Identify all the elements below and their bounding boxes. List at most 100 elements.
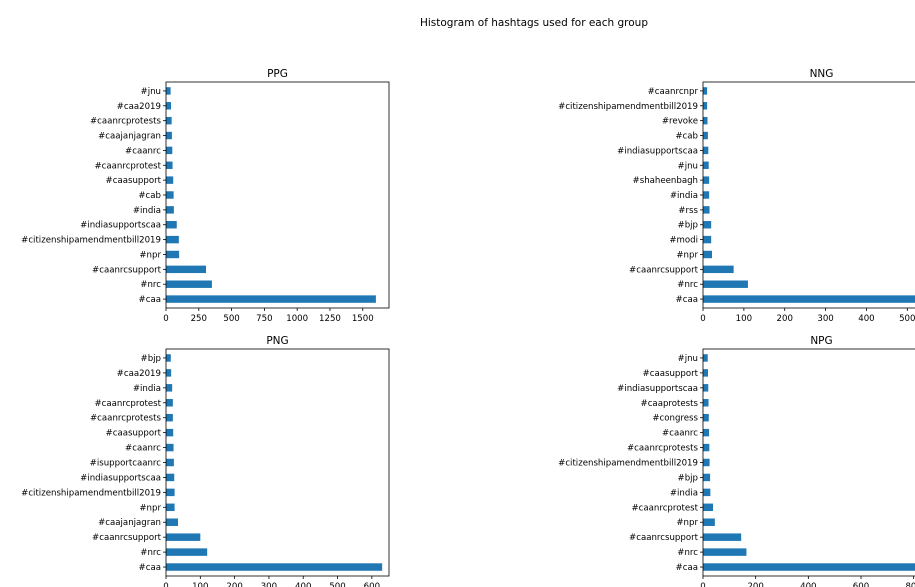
y-tick-label: #caajanjagran <box>98 132 161 142</box>
bar <box>703 399 709 407</box>
bar <box>703 235 712 244</box>
bar <box>166 250 180 259</box>
bar <box>703 87 708 95</box>
x-tick-label: 1500 <box>352 314 374 324</box>
bar <box>166 369 172 377</box>
x-tick-label: 0 <box>700 314 705 324</box>
figure-suptitle: Histogram of hashtags used for each grou… <box>420 17 648 29</box>
x-tick-label: 1000 <box>286 314 308 324</box>
y-tick-label: #india <box>133 384 161 394</box>
x-tick-label: 250 <box>191 314 207 324</box>
subplot-title: PPG <box>267 68 288 80</box>
bar <box>703 533 742 541</box>
bar <box>166 116 172 125</box>
y-tick-label: #citizenshipamendmentbill2019 <box>558 102 698 112</box>
bar <box>166 399 173 407</box>
bar <box>703 369 709 377</box>
subplot-png: PNG #caa #nrc #caanrcsupport #caajanjagran #n… <box>21 335 390 587</box>
subplot-npg: NPG #caa #nrc #caanrcsupport #npr #caanrcprot… <box>558 335 915 587</box>
bar <box>703 295 915 303</box>
x-tick-label: 500 <box>223 314 239 324</box>
subplot-nng: NNG #caa #nrc #caanrcsupport #npr #modi #bjp #r… <box>558 68 915 324</box>
x-tick-label: 0 <box>163 582 168 587</box>
x-tick-label: 200 <box>777 314 793 324</box>
bar <box>166 87 171 95</box>
x-tick-label: 1250 <box>319 314 341 324</box>
y-tick-label: #caa <box>139 295 161 305</box>
bar <box>703 146 709 155</box>
y-tick-label: #cab <box>138 191 161 201</box>
y-tick-label: #caajanjagran <box>98 518 161 528</box>
subplots: PPG #caa #nrc #caanrcsupport #npr #citizenshi… <box>21 68 915 587</box>
x-tick-label: 750 <box>256 314 272 324</box>
x-tick-label: 500 <box>329 582 345 587</box>
bar <box>703 102 708 110</box>
y-tick-label: #caa <box>676 563 698 573</box>
bar <box>166 102 171 110</box>
bar <box>166 221 177 229</box>
x-tick-label: 200 <box>226 582 242 587</box>
y-tick-label: #caasupport <box>106 176 162 186</box>
y-tick-label: #nrc <box>677 280 698 290</box>
y-tick-label: #nrc <box>677 548 698 558</box>
bar <box>166 206 174 214</box>
y-tick-label: #caanrcsupport <box>92 533 162 543</box>
bar <box>166 413 173 422</box>
bar <box>703 161 709 169</box>
bar <box>703 488 711 497</box>
y-tick-label: #caasupport <box>643 369 699 379</box>
x-tick-label: 300 <box>817 314 833 324</box>
bar <box>703 443 710 452</box>
bar <box>703 116 708 125</box>
bar <box>166 295 376 303</box>
y-tick-label: #caanrc <box>125 444 161 454</box>
y-tick-label: #bjp <box>678 473 699 483</box>
bar <box>166 443 174 452</box>
bar <box>166 131 172 140</box>
y-tick-label: #caanrc <box>662 429 698 439</box>
y-tick-label: #caaprotests <box>641 399 699 409</box>
bar <box>166 473 175 482</box>
axes-frame <box>165 81 390 309</box>
bar <box>703 221 712 229</box>
x-tick-label: 100 <box>192 582 208 587</box>
bar <box>166 428 174 437</box>
bar <box>703 250 712 259</box>
bar <box>703 518 715 526</box>
bar <box>166 488 175 497</box>
y-tick-label: #indiasupportscaa <box>80 473 161 483</box>
axes-frame <box>165 348 390 577</box>
bar <box>703 473 711 482</box>
bar <box>703 176 710 184</box>
x-tick-label: 0 <box>163 314 168 324</box>
y-tick-label: #caanrcprotests <box>90 117 162 127</box>
y-tick-label: #rss <box>678 206 698 216</box>
y-tick-label: #shaheenbagh <box>633 176 698 186</box>
x-tick-label: 400 <box>858 314 874 324</box>
y-tick-label: #caa <box>676 295 698 305</box>
y-tick-label: #indiasupportscaa <box>617 146 698 156</box>
bar <box>703 428 710 437</box>
y-tick-label: #jnu <box>141 87 161 97</box>
bar <box>703 458 710 467</box>
y-tick-label: #congress <box>652 414 698 424</box>
y-tick-label: #citizenshipamendmentbill2019 <box>21 236 161 246</box>
y-tick-label: #caanrcsupport <box>92 265 162 275</box>
bar <box>166 503 175 512</box>
x-tick-label: 800 <box>905 582 915 587</box>
bar <box>703 265 734 274</box>
y-tick-label: #isupportcaanrc <box>90 459 162 469</box>
y-tick-label: #nrc <box>140 548 161 558</box>
bar <box>703 563 915 571</box>
y-tick-label: #npr <box>676 250 698 260</box>
bar <box>166 548 208 556</box>
axes-frame <box>702 81 915 309</box>
bar <box>166 533 201 541</box>
subplot-title: NPG <box>810 335 832 347</box>
y-tick-label: #caanrcnpr <box>648 87 699 97</box>
y-tick-label: #jnu <box>678 354 698 364</box>
axes-frame <box>702 348 915 577</box>
y-tick-label: #caasupport <box>106 429 162 439</box>
y-tick-label: #citizenshipamendmentbill2019 <box>558 459 698 469</box>
